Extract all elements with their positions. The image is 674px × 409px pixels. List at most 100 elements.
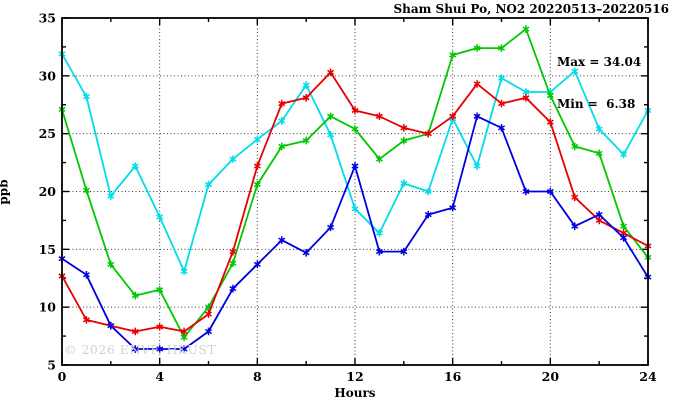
- series-cyan-marker: [571, 67, 579, 76]
- x-tick-label: 4: [155, 369, 164, 384]
- y-axis-label: ppb: [0, 179, 11, 205]
- series-green-marker: [229, 259, 237, 268]
- series-red-marker: [546, 118, 554, 126]
- series-green-marker: [82, 186, 90, 195]
- series-red-marker: [571, 193, 579, 202]
- series-cyan-marker: [204, 180, 213, 189]
- series-cyan-marker: [82, 92, 90, 101]
- series-cyan-marker: [595, 125, 603, 133]
- series-blue-marker: [375, 247, 383, 256]
- series-cyan-marker: [497, 74, 506, 82]
- series-green-marker: [302, 136, 310, 145]
- series-red-marker: [156, 323, 164, 331]
- series-green-marker: [375, 155, 383, 163]
- series-blue-marker: [156, 345, 164, 353]
- series-green-marker: [253, 180, 261, 189]
- series-cyan-marker: [302, 81, 310, 89]
- series-red-marker: [253, 162, 261, 170]
- series-red-marker: [400, 124, 408, 132]
- series-cyan-marker: [156, 213, 164, 221]
- series-blue-marker: [82, 270, 90, 279]
- series-blue-marker: [107, 321, 115, 330]
- series-green-marker: [156, 286, 164, 294]
- series-blue-marker: [253, 260, 261, 269]
- series-blue-marker: [449, 203, 457, 212]
- series-red-marker: [204, 310, 213, 318]
- series-green-marker: [107, 260, 115, 269]
- series-blue-marker: [204, 327, 213, 336]
- series-green-marker: [473, 44, 481, 52]
- series-red-marker: [351, 106, 359, 115]
- watermark-text: © 2026 ENVF, HKUST: [64, 342, 217, 357]
- series-cyan-marker: [473, 162, 481, 170]
- series-blue-marker: [327, 223, 335, 232]
- series-green-marker: [400, 136, 408, 145]
- series-green-marker: [278, 142, 286, 151]
- series-cyan-marker: [229, 155, 237, 163]
- y-tick-label: 20: [39, 184, 57, 199]
- series-green-marker: [546, 91, 554, 100]
- series-green-marker: [351, 125, 359, 133]
- series-blue-marker: [620, 233, 628, 242]
- series-blue-marker: [131, 345, 139, 353]
- series-red-marker: [131, 327, 139, 336]
- series-blue-marker: [473, 112, 481, 121]
- x-axis-label: Hours: [334, 386, 376, 400]
- series-red-marker: [229, 247, 237, 256]
- x-tick-label: 20: [542, 369, 560, 384]
- y-tick-label: 10: [39, 300, 57, 315]
- series-red-marker: [522, 94, 530, 102]
- series-blue-marker: [571, 222, 579, 230]
- series-green-marker: [449, 51, 457, 59]
- series-red-marker: [497, 99, 506, 108]
- series-cyan-marker: [327, 131, 335, 139]
- series-red-marker: [473, 80, 481, 88]
- series-cyan-marker: [620, 150, 628, 159]
- series-red-marker: [424, 129, 432, 138]
- series-blue-marker: [497, 124, 506, 132]
- series-blue-marker: [278, 236, 286, 244]
- series-cyan-marker: [400, 179, 408, 188]
- series-green-marker: [571, 142, 579, 151]
- x-tick-label: 16: [444, 369, 462, 384]
- series-cyan-marker: [131, 162, 139, 170]
- series-cyan-marker: [180, 267, 188, 276]
- series-cyan-marker: [107, 192, 115, 200]
- series-blue-marker: [595, 210, 603, 219]
- chart-title: Sham Shui Po, NO2 20220513–20220516: [393, 2, 670, 16]
- series-cyan-marker: [375, 229, 383, 237]
- series-cyan-marker: [424, 187, 432, 196]
- series-red-marker: [82, 316, 90, 324]
- series-blue-marker: [180, 345, 188, 353]
- series-cyan-marker: [278, 117, 286, 125]
- series-blue-marker: [424, 210, 432, 219]
- x-tick-label: 24: [639, 369, 657, 384]
- y-tick-label: 35: [39, 11, 56, 26]
- max-value-label: Max = 34.04: [557, 55, 642, 69]
- series-green-marker: [620, 222, 628, 230]
- x-tick-label: 8: [253, 369, 262, 384]
- series-red-marker: [327, 68, 335, 77]
- series-blue-marker: [351, 162, 359, 170]
- series-red-marker: [180, 327, 188, 336]
- series-green-marker: [131, 291, 139, 300]
- series-cyan-marker: [253, 135, 261, 144]
- series-green-marker: [595, 149, 603, 158]
- y-tick-label: 15: [39, 242, 56, 257]
- series-blue-marker: [522, 187, 530, 196]
- min-value-label: Min = 6.38: [557, 97, 636, 111]
- series-green-marker: [327, 112, 335, 121]
- series-green-marker: [497, 44, 506, 52]
- x-tick-label: 12: [346, 369, 363, 384]
- series-red-marker: [302, 94, 310, 102]
- series-red-marker: [449, 112, 457, 121]
- x-tick-label: 0: [58, 369, 67, 384]
- y-tick-label: 25: [39, 126, 56, 141]
- series-cyan-marker: [351, 205, 359, 213]
- series-red-marker: [375, 112, 383, 121]
- series-blue-marker: [400, 247, 408, 256]
- series-red-marker: [278, 99, 286, 108]
- series-blue-marker: [302, 249, 310, 257]
- y-tick-label: 5: [47, 358, 56, 373]
